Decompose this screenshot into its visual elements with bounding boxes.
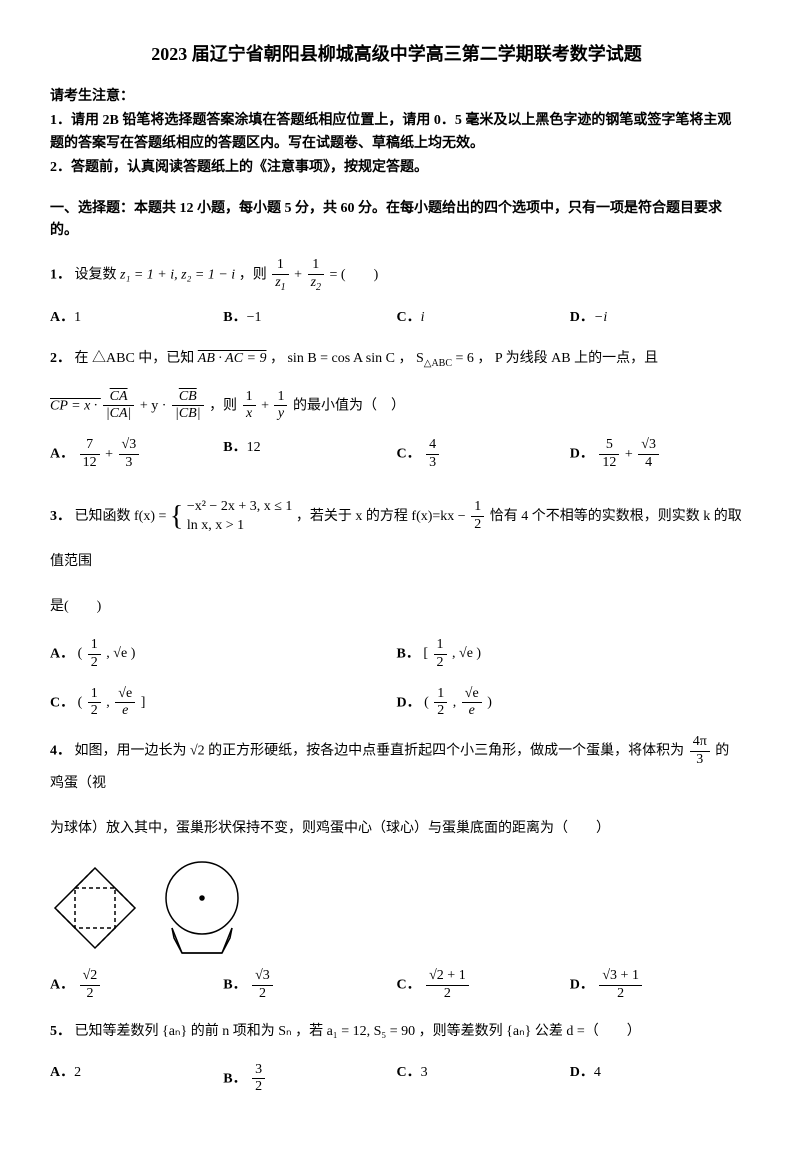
q4-text-a: 如图，用一边长为 √2 的正方形硬纸，按各边中点垂直折起四个小三角形，做成一个蛋… <box>75 744 688 759</box>
q3-text-d: 是( ) <box>50 599 101 614</box>
q4-opt-c: C． √2 + 12 <box>397 968 570 1003</box>
q2-frac-1x: 1x <box>243 389 256 424</box>
q2-opt-d: D． 512 + √34 <box>570 437 743 472</box>
q2-frac-ca: CA|CA| <box>103 389 135 424</box>
q1-options: A．1 B．−1 C．i D．−i <box>50 307 743 329</box>
q3-half: 12 <box>471 499 484 534</box>
notice-line-1: 1．请用 2B 铅笔将选择题答案涂填在答题纸相应位置上，请用 0．5 毫米及以上… <box>50 109 743 157</box>
q4-volume: 4π3 <box>690 734 710 769</box>
q3-piecewise: { <box>170 486 183 548</box>
q5-options: A．2 B． 32 C．3 D．4 <box>50 1062 743 1097</box>
q2-opt-a: A． 712 + √33 <box>50 437 223 472</box>
question-2: 2． 在 △ABC 中，已知 AB · AC = 9 ， sin B = cos… <box>50 344 743 375</box>
q1-z-def: z₁ = 1 + i, z₂ = 1 − i <box>120 267 235 282</box>
q2-text-then: ，则 <box>209 398 241 413</box>
q2-tail: 的最小值为（ ） <box>293 398 405 413</box>
q3-text-a: 已知函数 f(x) = <box>75 509 170 524</box>
q3-opt-c: C． ( 12 , √ee ] <box>50 686 397 721</box>
q2-plus: + y · <box>140 398 170 413</box>
q4-number: 4． <box>50 744 71 759</box>
q1-number: 1． <box>50 267 71 282</box>
q2-frac-1y: 1y <box>274 389 287 424</box>
q4-egg-icon <box>152 858 252 958</box>
q1-text-b: ，则 <box>239 267 271 282</box>
q2-text-b: ， sin B = cos A sin C ， S <box>270 351 424 366</box>
question-3: 3． 已知函数 f(x) = { −x² − 2x + 3, x ≤ 1 ln … <box>50 486 743 578</box>
q1-opt-a: A．1 <box>50 307 223 329</box>
notice-block: 请考生注意： 1．请用 2B 铅笔将选择题答案涂填在答题纸相应位置上，请用 0．… <box>50 85 743 180</box>
q2-sub: △ABC <box>424 358 452 369</box>
q4-options: A． √22 B． √32 C． √2 + 12 D． √3 + 12 <box>50 968 743 1003</box>
q4-fold-icon <box>50 863 140 953</box>
notice-line-2: 2．答题前，认真阅读答题纸上的《注意事项》，按规定答题。 <box>50 156 743 180</box>
q5-number: 5． <box>50 1024 71 1039</box>
q4-opt-a: A． √22 <box>50 968 223 1003</box>
q5-opt-b: B． 32 <box>223 1062 396 1097</box>
q3-number: 3． <box>50 509 71 524</box>
q5-text-a: 已知等差数列 {aₙ} 的前 n 项和为 Sₙ ，若 a₁ = 12, S₅ =… <box>75 1024 641 1039</box>
q4-figure <box>50 858 743 958</box>
q5-opt-d: D．4 <box>570 1062 743 1097</box>
q1-opt-c: C．i <box>397 307 570 329</box>
q2-options: A． 712 + √33 B．12 C． 43 D． 512 + √34 <box>50 437 743 472</box>
q2-text-c: = 6 ， P 为线段 AB 上的一点，且 <box>456 351 659 366</box>
q2-text-a: 在 △ABC 中，已知 <box>75 351 198 366</box>
q1-frac-2: 1z2 <box>308 257 324 294</box>
q2-cp: CP = x · <box>50 398 101 413</box>
q2-frac-cb: CB|CB| <box>172 389 204 424</box>
q5-opt-a: A．2 <box>50 1062 223 1097</box>
q1-frac-1: 1z1 <box>272 257 288 294</box>
q5-opt-c: C．3 <box>397 1062 570 1097</box>
q4-text-c: 为球体）放入其中，蛋巢形状保持不变，则鸡蛋中心（球心）与蛋巢底面的距离为（ ） <box>50 821 610 836</box>
q2-number: 2． <box>50 351 71 366</box>
q2-opt-b: B．12 <box>223 437 396 472</box>
q1-text-a: 设复数 <box>75 267 121 282</box>
q3-text-b: ，若关于 x 的方程 f(x)=kx − <box>296 509 469 524</box>
question-1: 1． 设复数 z₁ = 1 + i, z₂ = 1 − i ，则 1z1 + 1… <box>50 257 743 294</box>
section-1-header: 一、选择题：本题共 12 小题，每小题 5 分，共 60 分。在每小题给出的四个… <box>50 198 743 243</box>
question-5: 5． 已知等差数列 {aₙ} 的前 n 项和为 Sₙ ，若 a₁ = 12, S… <box>50 1017 743 1048</box>
question-4-line2: 为球体）放入其中，蛋巢形状保持不变，则鸡蛋中心（球心）与蛋巢底面的距离为（ ） <box>50 814 743 845</box>
notice-header: 请考生注意： <box>50 85 743 109</box>
q1-opt-b: B．−1 <box>223 307 396 329</box>
q4-opt-b: B． √32 <box>223 968 396 1003</box>
q4-opt-d: D． √3 + 12 <box>570 968 743 1003</box>
question-4: 4． 如图，用一边长为 √2 的正方形硬纸，按各边中点垂直折起四个小三角形，做成… <box>50 734 743 799</box>
q3-options-row2: C． ( 12 , √ee ] D． ( 12 , √ee ) <box>50 686 743 721</box>
q3-cases: −x² − 2x + 3, x ≤ 1 ln x, x > 1 <box>187 498 293 534</box>
q1-tail: = ( ) <box>330 267 379 282</box>
q2-opt-c: C． 43 <box>397 437 570 472</box>
q2-dot: AB · AC = 9 <box>198 351 267 366</box>
question-2-line2: CP = x · CA|CA| + y · CB|CB| ，则 1x + 1y … <box>50 389 743 424</box>
q1-opt-d: D．−i <box>570 307 743 329</box>
q3-opt-d: D． ( 12 , √ee ) <box>397 686 744 721</box>
page-title: 2023 届辽宁省朝阳县柳城高级中学高三第二学期联考数学试题 <box>50 40 743 69</box>
question-3-line2: 是( ) <box>50 592 743 623</box>
q3-opt-b: B． [ 12 , √e ) <box>397 637 744 672</box>
q3-opt-a: A． ( 12 , √e ) <box>50 637 397 672</box>
q3-options-row1: A． ( 12 , √e ) B． [ 12 , √e ) <box>50 637 743 672</box>
